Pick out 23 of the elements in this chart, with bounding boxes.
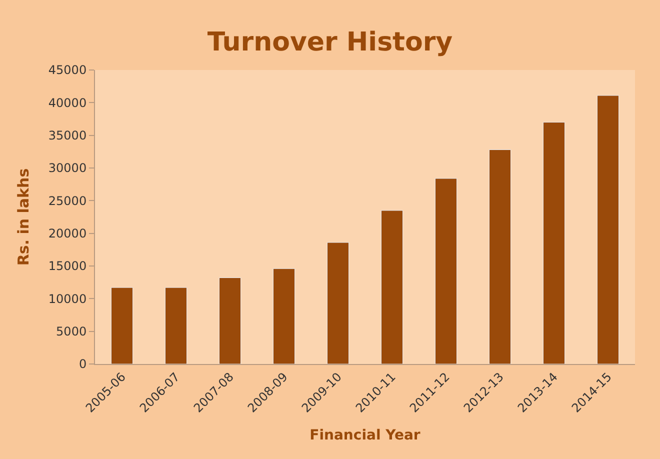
bar xyxy=(596,95,620,364)
y-tick-label: 25000 xyxy=(48,194,87,208)
y-tick-label: 15000 xyxy=(48,259,87,274)
y-tick-label: 35000 xyxy=(48,128,87,143)
y-tick-label: 45000 xyxy=(48,63,87,78)
x-axis-title: Financial Year xyxy=(310,428,420,444)
bar xyxy=(110,287,134,364)
bar xyxy=(488,149,512,364)
y-tick-label: 0 xyxy=(78,357,87,372)
bar xyxy=(164,287,188,364)
bar xyxy=(542,122,566,364)
y-axis-title: Rs. in lakhs xyxy=(14,168,33,266)
y-tick-label: 20000 xyxy=(48,226,87,241)
bar xyxy=(218,278,242,364)
bar xyxy=(380,210,404,364)
y-tick-label: 40000 xyxy=(48,96,87,110)
bar xyxy=(272,268,296,364)
y-tick-label: 30000 xyxy=(48,161,87,176)
bar xyxy=(326,242,350,364)
y-tick-label: 5000 xyxy=(56,324,87,339)
y-tick-label: 10000 xyxy=(48,292,87,306)
bar xyxy=(434,178,458,364)
chart-title: Turnover History xyxy=(207,27,453,58)
